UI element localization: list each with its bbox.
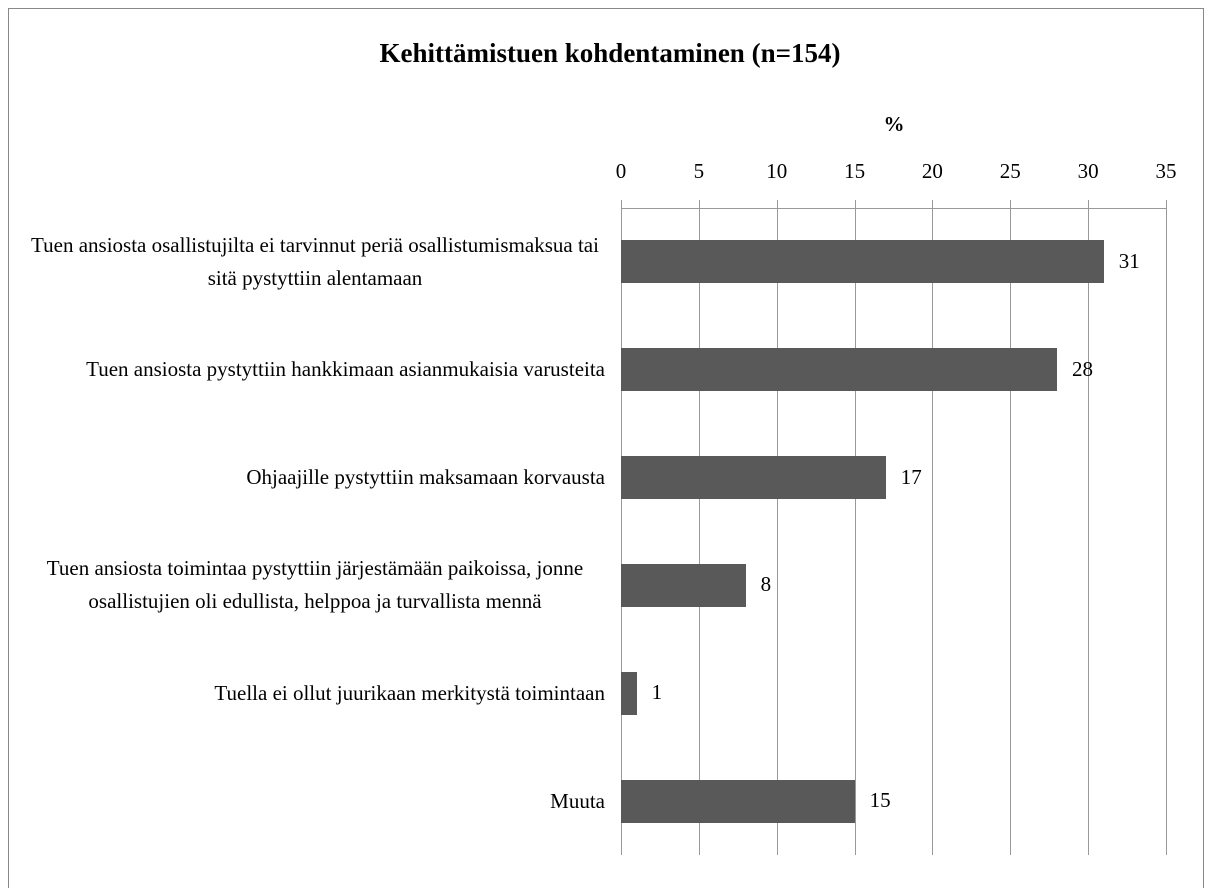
- value-label: 28: [1072, 356, 1093, 381]
- bar: [621, 563, 746, 607]
- value-label: 17: [900, 464, 922, 489]
- category-box: Ohjaajille pystyttiin maksamaan korvaust…: [5, 424, 605, 532]
- x-axis-label: %: [883, 112, 905, 136]
- bar: [621, 456, 886, 500]
- y-tick-label: Tuen ansiosta toimintaa pystyttiin järje…: [46, 556, 584, 614]
- x-tick-label: 25: [999, 159, 1021, 183]
- x-tick-label: 20: [921, 159, 943, 183]
- y-tick-label: Ohjaajille pystyttiin maksamaan korvaust…: [246, 465, 605, 490]
- bar: [621, 348, 1057, 392]
- grid-line: [1010, 200, 1012, 855]
- bar: [621, 779, 855, 823]
- grid-line: [1166, 200, 1167, 855]
- value-label: 15: [869, 788, 891, 813]
- value-label: 31: [1118, 248, 1140, 273]
- grid-line: [932, 200, 934, 855]
- x-tick-label: 0: [615, 159, 627, 183]
- grid-line: [698, 200, 700, 855]
- grid-line: [776, 200, 778, 855]
- bar: [621, 671, 637, 715]
- y-tick-label: Tuen ansiosta pystyttiin hankkimaan asia…: [86, 357, 605, 382]
- x-tick-label: 15: [844, 159, 866, 183]
- x-tick-label: 35: [1155, 159, 1177, 183]
- y-tick-label: Muuta: [550, 788, 605, 813]
- category-box: Muuta: [5, 747, 605, 855]
- chart-frame: [8, 8, 1204, 888]
- y-tick-label: Tuella ei ollut juurikaan merkitystä toi…: [214, 680, 605, 705]
- category-box: Tuella ei ollut juurikaan merkitystä toi…: [5, 639, 605, 747]
- category-box: Tuen ansiosta osallistujilta ei tarvinnu…: [5, 208, 605, 316]
- x-axis-line: [621, 208, 1166, 209]
- y-tick-label: Tuen ansiosta osallistujilta ei tarvinnu…: [31, 232, 599, 290]
- category-box: Tuen ansiosta pystyttiin hankkimaan asia…: [5, 316, 605, 424]
- category-box: Tuen ansiosta toimintaa pystyttiin järje…: [5, 532, 605, 640]
- grid-line: [621, 200, 622, 855]
- x-tick-label: 30: [1077, 159, 1099, 183]
- x-tick-label: 10: [766, 159, 788, 183]
- grid-line: [1088, 200, 1090, 855]
- x-tick-label: 5: [693, 159, 705, 183]
- value-label: 1: [651, 680, 663, 705]
- value-label: 8: [760, 572, 772, 597]
- bar: [621, 240, 1104, 284]
- grid-line: [854, 200, 856, 855]
- chart-title: Kehittämistuen kohdentaminen (n=154): [379, 38, 841, 68]
